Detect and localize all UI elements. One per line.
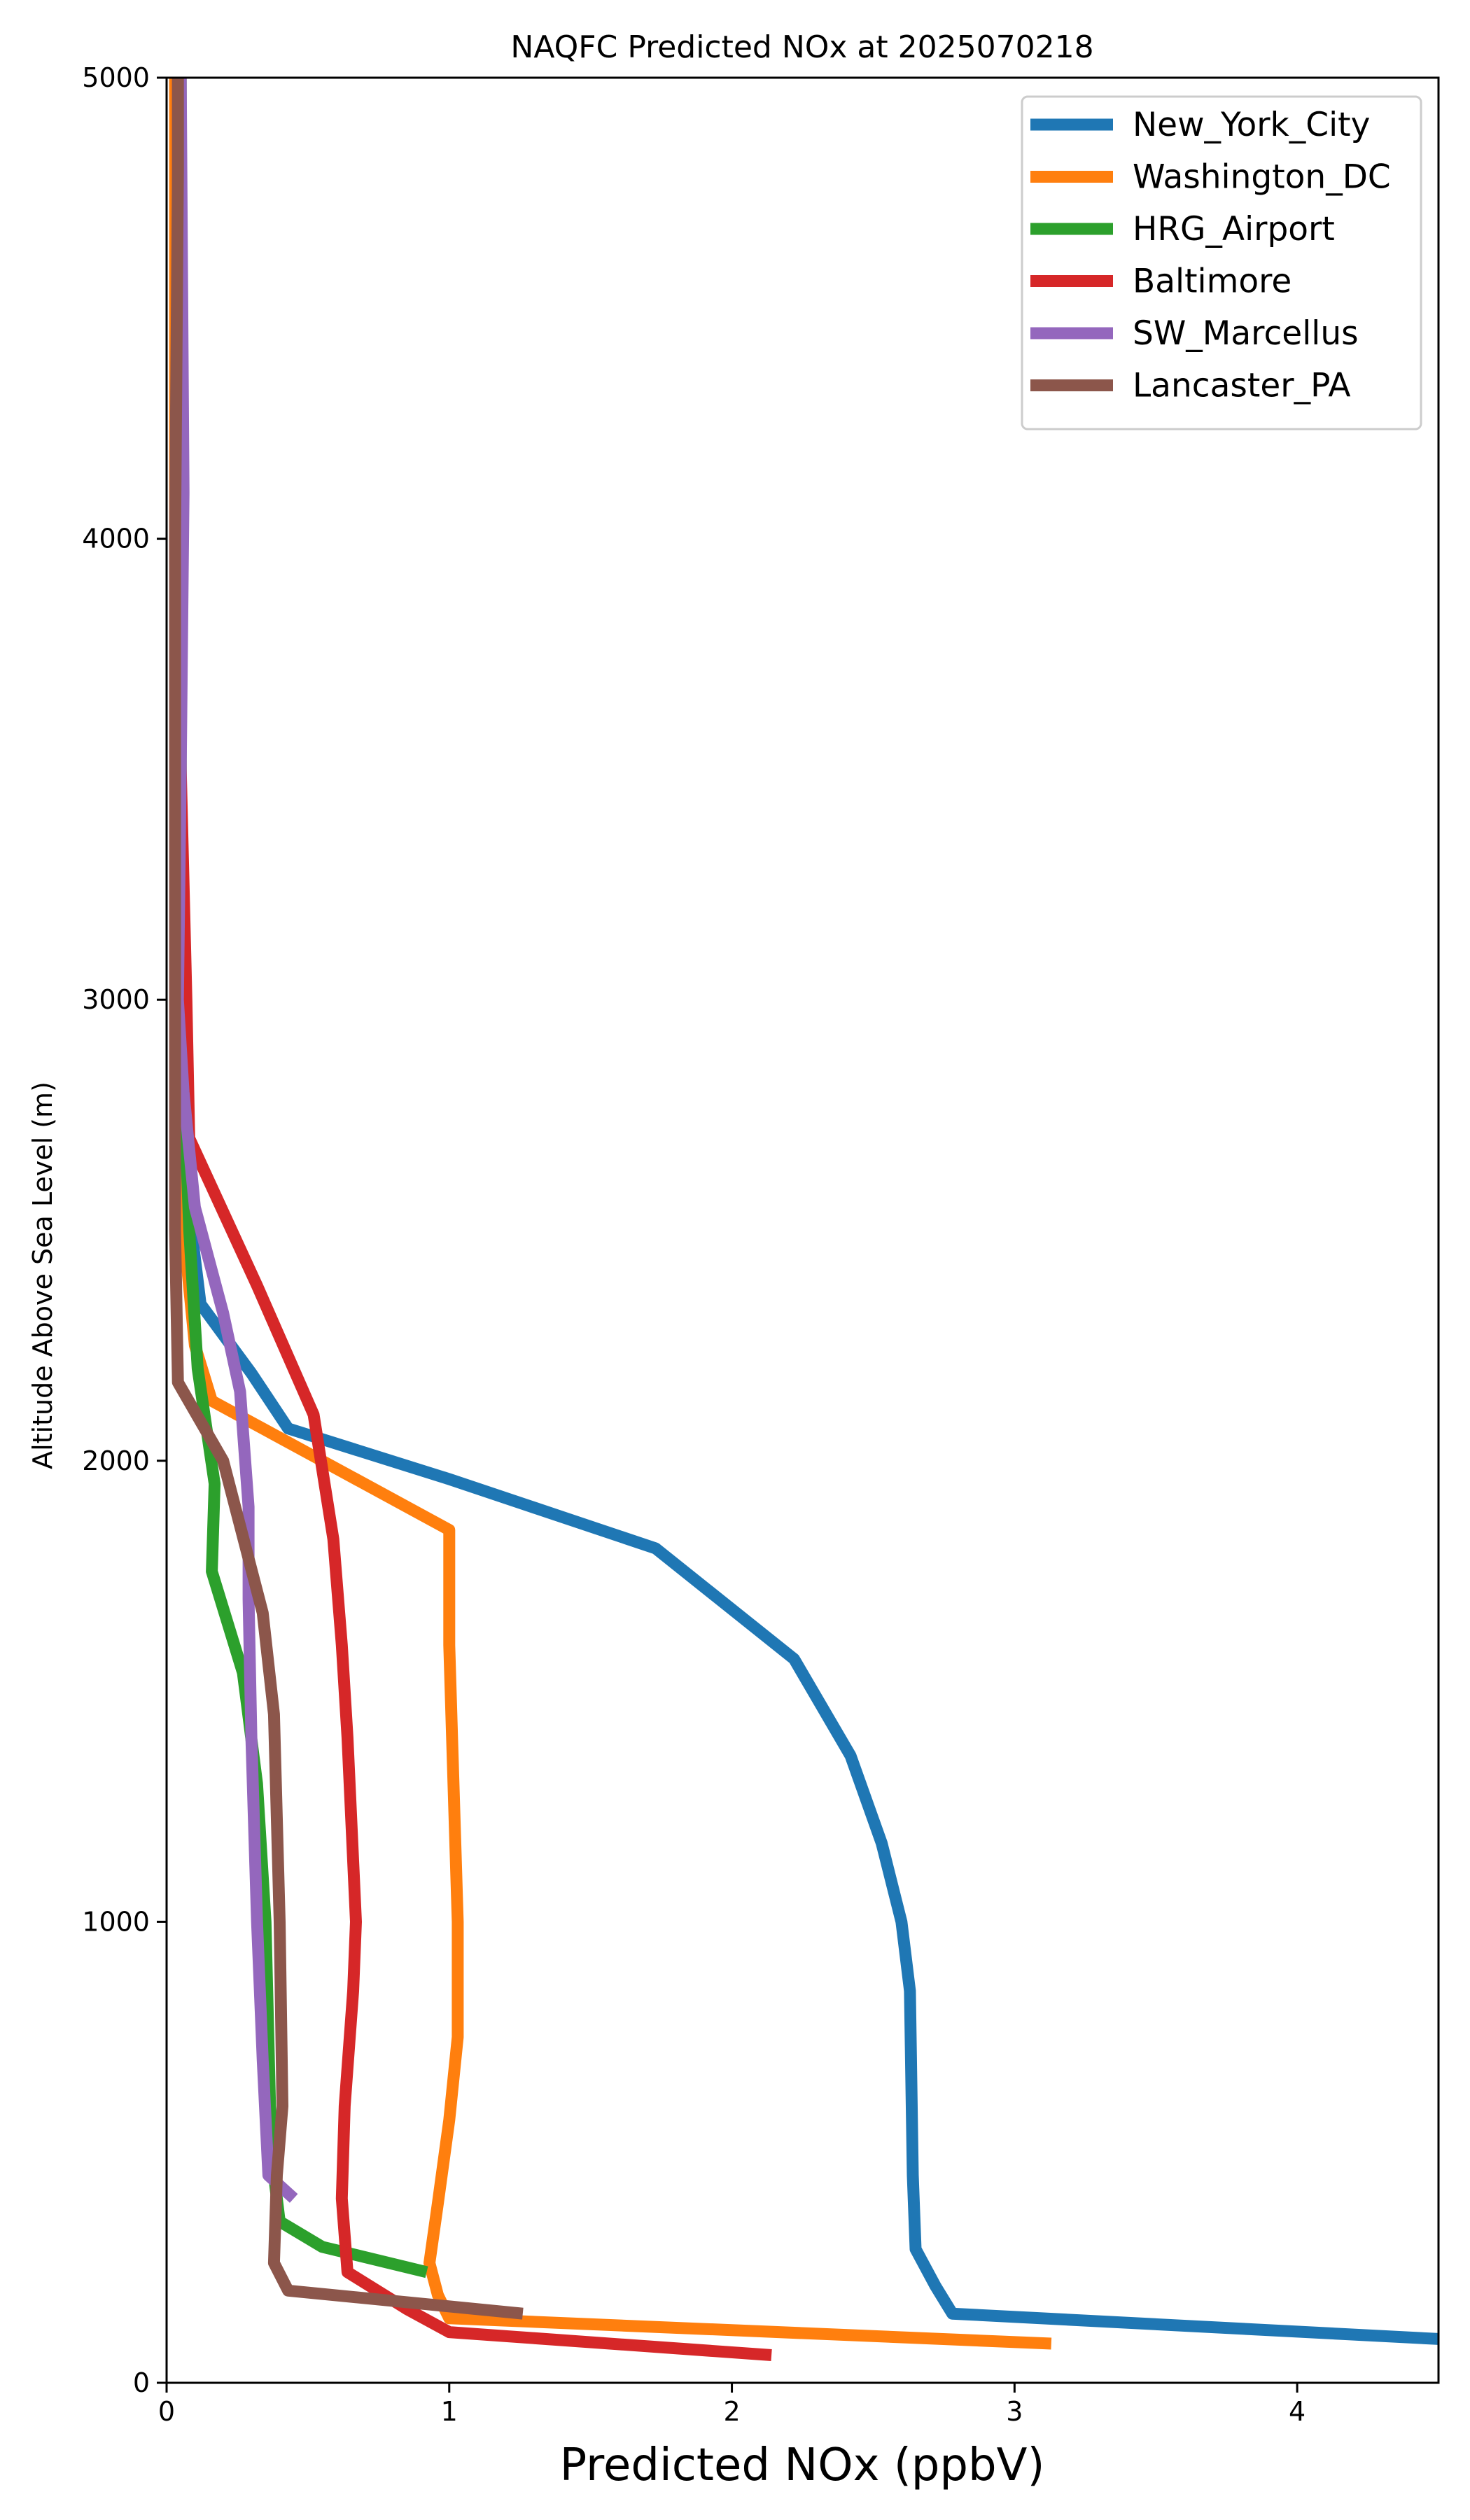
y-tick-label: 4000 [82, 524, 150, 554]
x-tick-label: 4 [1289, 2396, 1306, 2427]
legend-label: SW_Marcellus [1133, 314, 1359, 353]
x-tick-label: 2 [723, 2396, 740, 2427]
x-tick-label: 0 [158, 2396, 175, 2427]
y-axis-label: Altitude Above Sea Level (m) [27, 1082, 58, 1469]
x-tick-label: 3 [1006, 2396, 1023, 2427]
x-axis-label: Predicted NOx (ppbV) [560, 2440, 1045, 2491]
axes-frame [165, 76, 1440, 2384]
axis-ticks: 0 1 2 3 4 0 1000 2000 3000 4000 5000 [82, 62, 1306, 2427]
y-tick-label: 3000 [82, 984, 150, 1015]
y-tick-label: 1000 [82, 1906, 150, 1937]
axes [165, 76, 1440, 2384]
legend-label: HRG_Airport [1133, 210, 1335, 248]
y-tick-label: 2000 [82, 1446, 150, 1476]
chart-title: NAQFC Predicted NOx at 2025070218 [510, 29, 1093, 65]
x-tick-label: 1 [441, 2396, 458, 2427]
legend-label: Lancaster_PA [1133, 367, 1351, 405]
legend: New_York_City Washington_DC HRG_Airport Bal… [1021, 95, 1422, 430]
legend-box [1021, 95, 1422, 430]
y-tick-label: 0 [133, 2367, 150, 2398]
legend-label: Baltimore [1133, 262, 1292, 301]
series-line-lancaster-pa [169, 78, 524, 2320]
series-line-baltimore [172, 78, 772, 2361]
legend-label: New_York_City [1133, 106, 1370, 144]
y-tick-label: 5000 [82, 62, 150, 93]
plot-area [169, 78, 1438, 2361]
legend-label: Washington_DC [1133, 158, 1391, 197]
